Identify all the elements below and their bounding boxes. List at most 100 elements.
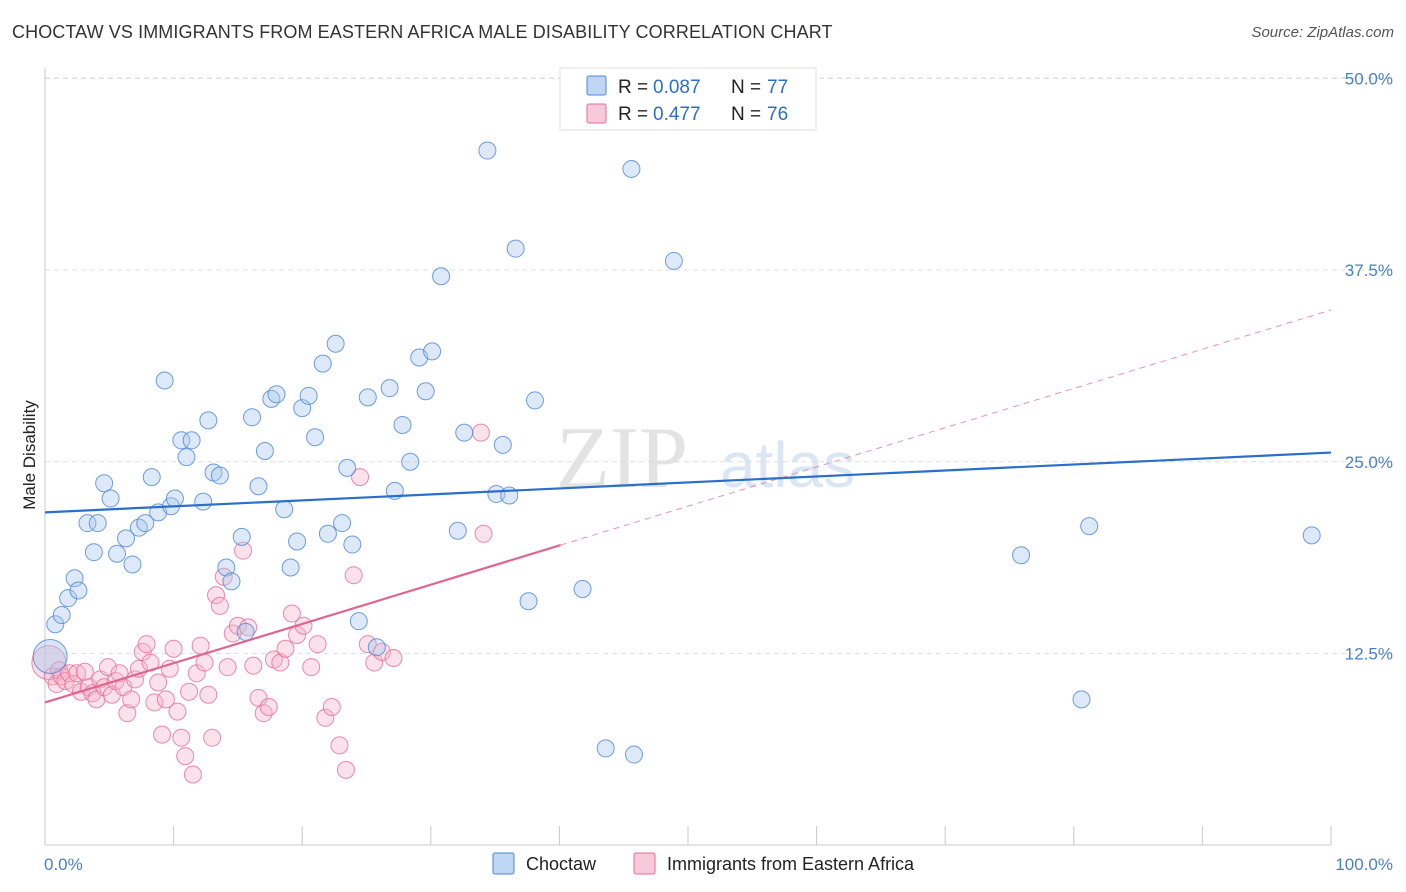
choctaw-trend-line <box>44 451 1332 514</box>
immigrants-point <box>68 664 87 683</box>
immigrants-point <box>282 604 301 623</box>
watermark-zip: ZIP <box>556 410 688 507</box>
choctaw-point <box>448 521 467 540</box>
immigrants-point <box>183 765 202 784</box>
choctaw-point <box>222 572 241 591</box>
choctaw-point <box>78 514 97 533</box>
legend-n-value: 77 <box>767 77 788 98</box>
watermark-atlas: atlas <box>720 429 855 501</box>
immigrants-point <box>145 693 164 712</box>
immigrants-point <box>180 682 199 701</box>
immigrants-point <box>203 728 222 747</box>
bottom-legend-choctaw: Choctaw <box>526 854 597 874</box>
choctaw-point <box>95 474 114 493</box>
choctaw-point <box>108 544 127 563</box>
immigrants-point <box>118 704 137 723</box>
choctaw-point <box>69 581 88 600</box>
choctaw-point <box>318 524 337 543</box>
choctaw-point <box>349 612 368 631</box>
chart-source: Source: ZipAtlas.com <box>1251 24 1394 41</box>
choctaw-point <box>506 239 525 258</box>
choctaw-point <box>478 141 497 160</box>
choctaw-point <box>217 558 236 577</box>
y-tick-label: 12.5% <box>1345 644 1393 663</box>
choctaw-point <box>194 492 213 511</box>
immigrants-point <box>176 747 195 766</box>
choctaw-point <box>267 385 286 404</box>
immigrants-point <box>156 690 175 709</box>
immigrants-point <box>172 728 191 747</box>
choctaw-point <box>525 391 544 410</box>
immigrants-point <box>137 635 156 654</box>
immigrants-point <box>149 673 168 692</box>
x-tick-label: 0.0% <box>44 855 83 874</box>
immigrants-point <box>207 586 226 605</box>
choctaw-point <box>255 442 274 461</box>
immigrants-point <box>122 690 141 709</box>
legend-swatch-immigrants <box>586 103 607 124</box>
choctaw-point <box>288 532 307 551</box>
choctaw-point <box>416 382 435 401</box>
choctaw-point <box>129 518 148 537</box>
immigrants-point <box>259 698 278 717</box>
series-immigrants-points <box>31 423 493 784</box>
immigrants-point <box>199 685 218 704</box>
chart-title: CHOCTAW VS IMMIGRANTS FROM EASTERN AFRIC… <box>12 22 833 42</box>
immigrants-point <box>474 524 493 543</box>
choctaw-point <box>573 579 592 598</box>
choctaw-point <box>32 638 68 674</box>
choctaw-point <box>172 431 191 450</box>
choctaw-point <box>519 592 538 611</box>
choctaw-point <box>358 388 377 407</box>
legend-n-value: 76 <box>767 104 788 125</box>
y-tick-label: 25.0% <box>1345 453 1393 472</box>
choctaw-point <box>306 428 325 447</box>
choctaw-point <box>88 514 107 533</box>
immigrants-point <box>244 656 263 675</box>
choctaw-point <box>177 448 196 467</box>
legend-r-label: R = <box>618 77 648 98</box>
choctaw-point <box>333 514 352 533</box>
choctaw-point <box>380 379 399 398</box>
legend-n-label: N = <box>731 104 761 125</box>
legend-n-label: N = <box>731 77 761 98</box>
immigrants-point <box>234 541 253 560</box>
choctaw-point <box>165 489 184 508</box>
bottom-legend-swatch-immigrants <box>633 852 656 875</box>
choctaw-point <box>1012 546 1031 565</box>
choctaw-point <box>432 267 451 286</box>
choctaw-point <box>313 354 332 373</box>
immigrants-trend-extension <box>560 309 1332 546</box>
choctaw-point <box>338 458 357 477</box>
series-choctaw-points <box>32 141 1321 764</box>
choctaw-point <box>423 342 442 361</box>
y-tick-label: 37.5% <box>1345 261 1393 280</box>
choctaw-point <box>393 415 412 434</box>
choctaw-point <box>232 527 251 546</box>
immigrants-point <box>99 658 118 677</box>
choctaw-point <box>136 514 155 533</box>
choctaw-point <box>281 558 300 577</box>
choctaw-point <box>596 739 615 758</box>
choctaw-point <box>142 468 161 487</box>
choctaw-point <box>199 411 218 430</box>
immigrants-point <box>351 468 370 487</box>
y-axis-label: Male Disability <box>20 400 39 510</box>
immigrants-point <box>160 659 179 678</box>
legend-r-value: 0.477 <box>653 104 701 125</box>
immigrants-point <box>316 708 335 727</box>
choctaw-point <box>664 251 683 270</box>
choctaw-point <box>367 638 386 657</box>
immigrants-point <box>153 725 172 744</box>
immigrants-point <box>330 736 349 755</box>
axes <box>44 68 1332 846</box>
gridlines <box>45 77 1392 654</box>
choctaw-point <box>46 615 65 634</box>
immigrants-point <box>302 658 321 677</box>
bottom-legend-swatch-choctaw <box>492 852 515 875</box>
choctaw-point <box>59 589 78 608</box>
immigrants-point <box>218 658 237 677</box>
choctaw-point <box>1080 517 1099 536</box>
immigrants-point <box>471 423 490 442</box>
